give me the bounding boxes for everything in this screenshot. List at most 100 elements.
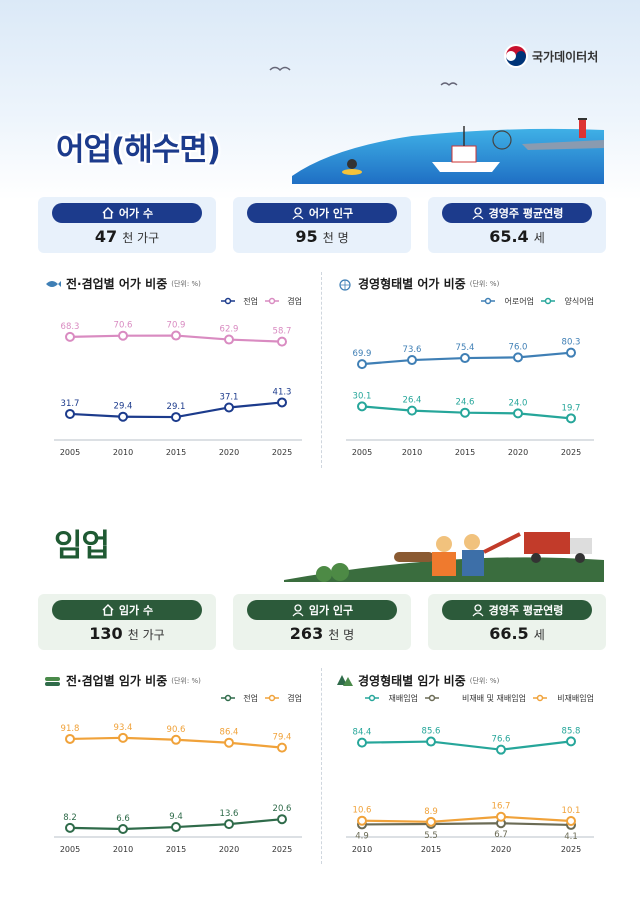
data-label: 85.6 [422, 727, 441, 737]
chart-divider [321, 272, 322, 468]
legend-marker [544, 297, 552, 305]
brand-logo: 국가데이터처 [504, 44, 598, 68]
card-value: 263 [289, 624, 324, 643]
data-point [171, 412, 181, 423]
fishery-section-title: 어업(해수면) [56, 132, 221, 168]
net-icon [339, 278, 351, 291]
data-point [496, 811, 506, 822]
data-point [65, 822, 75, 833]
data-label: 86.4 [220, 728, 239, 738]
chart-unit-note: (단위: %) [171, 279, 201, 288]
legend-marker [484, 297, 492, 305]
data-label: 8.2 [63, 813, 77, 823]
data-point [277, 336, 287, 347]
data-label: 62.9 [220, 325, 239, 335]
forestry-type-chart: 비재배임업 비재배 및 재배임업 재배임업 2010 2015 2020 2025 84.4 8… [346, 693, 594, 854]
data-point [224, 737, 234, 748]
legend-label: 전업 [243, 693, 258, 703]
chart-title-text: 경영형태별 임가 비중 [358, 674, 466, 688]
x-tick-label: 2005 [352, 448, 372, 457]
brand-name: 국가데이터처 [532, 49, 599, 64]
data-label: 41.3 [273, 387, 292, 397]
data-point [277, 814, 287, 825]
data-label: 5.5 [424, 831, 438, 841]
data-point [513, 408, 523, 419]
data-label: 10.6 [353, 806, 372, 816]
data-point [566, 816, 576, 827]
data-point [277, 397, 287, 408]
person-icon [472, 207, 484, 220]
chart-title-text: 전·겸업별 임가 비중 [66, 674, 168, 688]
fishery-type-chart: 양식어업 어로어업 2005 2010 2015 2020 2025 69.9 73.6 75.4… [346, 296, 594, 457]
data-label: 6.7 [494, 830, 508, 840]
forestry-household-card: 임가 수 130 천 가구 [38, 594, 216, 650]
chart-unit-note: (단위: %) [171, 676, 201, 685]
data-label: 13.6 [220, 809, 239, 819]
card-label-pill: 경영주 평균연령 [442, 600, 592, 620]
x-tick-label: 2015 [455, 448, 475, 457]
data-point [118, 824, 128, 834]
series-line [361, 822, 572, 827]
card-label-pill: 어가 인구 [247, 203, 397, 223]
data-point [566, 413, 576, 424]
data-point [496, 744, 506, 755]
card-unit: 세 [533, 231, 545, 245]
x-tick-label: 2015 [421, 845, 441, 854]
data-label: 85.8 [562, 726, 581, 736]
data-label: 26.4 [403, 396, 422, 406]
legend-marker [268, 297, 276, 305]
data-point [65, 733, 75, 744]
chart-unit-note: (단위: %) [469, 279, 500, 288]
data-point [171, 822, 181, 833]
data-label: 68.3 [61, 322, 80, 332]
card-label: 임가 인구 [308, 604, 354, 617]
legend-marker [224, 694, 232, 702]
data-label: 29.4 [114, 402, 133, 412]
data-label: 6.6 [116, 814, 130, 824]
data-label: 24.6 [456, 398, 475, 408]
chart-title: 전·겸업별 임가 비중 (단위: %) [44, 672, 201, 689]
data-label: 31.7 [61, 399, 80, 409]
x-tick-label: 2015 [166, 448, 186, 457]
card-label: 임가 수 [118, 604, 154, 617]
data-label: 24.0 [509, 398, 528, 408]
card-unit: 천 명 [322, 231, 349, 245]
x-tick-label: 2015 [166, 845, 186, 854]
fishery-age-card: 경영주 평균연령 65.4 세 [428, 197, 606, 253]
data-label: 80.3 [562, 338, 581, 348]
card-label: 어가 인구 [308, 207, 354, 220]
data-label: 70.9 [167, 321, 186, 331]
data-label: 76.0 [509, 342, 528, 352]
data-label: 76.6 [492, 735, 511, 745]
house-icon [102, 604, 114, 616]
card-unit: 천 가구 [127, 628, 165, 642]
forestry-section-title: 임업 [54, 528, 110, 564]
x-tick-label: 2010 [113, 845, 133, 854]
legend-label: 비재배임업 [557, 694, 594, 703]
data-label: 8.9 [424, 807, 438, 817]
data-label: 91.8 [61, 724, 80, 734]
data-point [224, 402, 234, 413]
x-tick-label: 2010 [402, 448, 422, 457]
data-point [426, 816, 436, 827]
data-point [171, 330, 181, 341]
data-label: 90.6 [167, 725, 186, 735]
person-icon [292, 604, 304, 617]
legend-marker [428, 694, 436, 702]
x-tick-label: 2005 [60, 448, 80, 457]
data-label: 16.7 [492, 802, 511, 812]
person-icon [472, 604, 484, 617]
data-point [566, 736, 576, 747]
data-label: 75.4 [456, 343, 475, 353]
chart-title: 전·겸업별 어가 비중 (단위: %) [44, 275, 201, 292]
card-label: 경영주 평균연령 [488, 604, 564, 617]
card-unit: 세 [533, 628, 545, 642]
log-icon [45, 676, 60, 686]
legend-marker [368, 694, 376, 702]
x-tick-label: 2025 [561, 448, 581, 457]
data-point [357, 737, 367, 748]
taegeuk-icon [504, 44, 528, 68]
legend-marker [536, 694, 544, 702]
data-point [224, 819, 234, 830]
x-tick-label: 2010 [113, 448, 133, 457]
